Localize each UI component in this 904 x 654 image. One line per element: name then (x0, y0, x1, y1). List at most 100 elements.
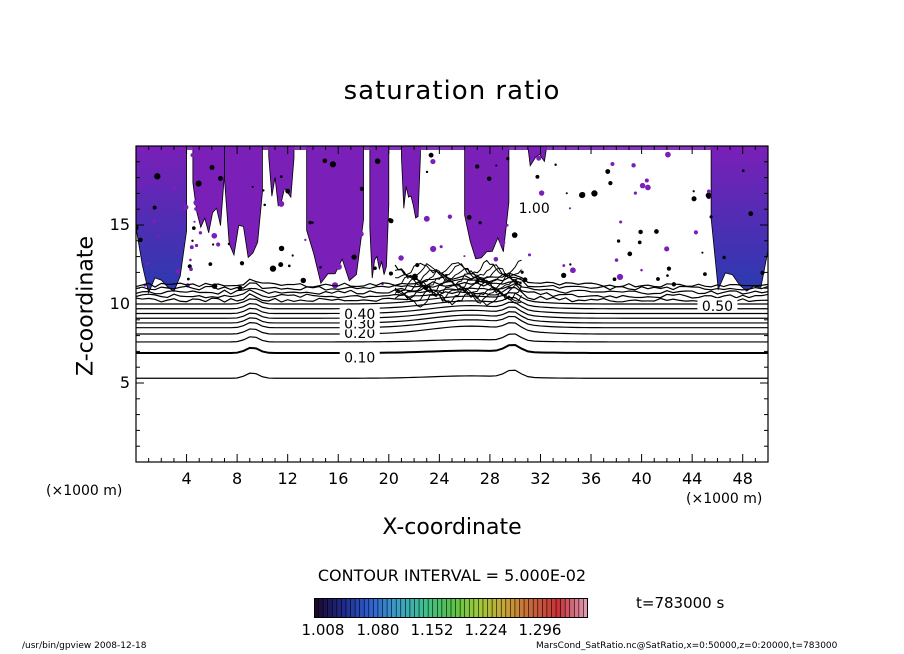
colorbar-segment (409, 598, 415, 618)
contour-speckle (335, 263, 342, 270)
colorbar-segment (578, 598, 584, 618)
contour-speckle (350, 229, 357, 236)
contour-speckle (562, 264, 566, 267)
colorbar-segment (414, 598, 420, 618)
contour-speckle (610, 162, 615, 167)
colorbar-segment (423, 598, 429, 618)
contour-speckle (190, 153, 195, 158)
colorbar-segment (510, 598, 516, 618)
contour-speckle (322, 158, 328, 164)
contour-label: 0.20 (344, 326, 375, 342)
contour-speckle (263, 203, 266, 207)
contour-speckle (346, 160, 353, 166)
contour-speckle (269, 265, 277, 272)
contour-speckle (605, 169, 611, 174)
colorbar-segment (355, 598, 361, 618)
contour-speckle (616, 273, 624, 281)
contour-label-bg (339, 349, 380, 364)
contour-speckle (612, 277, 617, 282)
contour-speckle (278, 262, 284, 268)
contour-speckle (693, 230, 699, 235)
contour-speckle (194, 207, 198, 211)
colorbar-segment (460, 598, 466, 618)
contour-speckle (194, 243, 199, 248)
contour-speckle (748, 211, 754, 217)
shaded-region (306, 146, 364, 285)
contour-speckle (501, 181, 508, 188)
colorbar-segment (314, 598, 320, 618)
contour-label-bg (697, 298, 738, 313)
contour-line (136, 272, 768, 288)
contour-speckle (760, 270, 765, 275)
contour-label: 0.40 (344, 307, 375, 323)
colorbar-segment (478, 598, 484, 618)
contour-speckle (493, 256, 499, 262)
colorbar-segment (519, 598, 525, 618)
contour-speckle (198, 231, 203, 235)
colorbar-segment (323, 598, 329, 618)
contour-speckle (536, 155, 542, 161)
colorbar-segment (496, 598, 502, 618)
contour-speckle (256, 179, 262, 185)
contour-speckle (329, 161, 336, 168)
x-unit-right: (×1000 m) (686, 491, 763, 507)
contour-speckle (520, 270, 524, 274)
colorbar-segment (469, 598, 475, 618)
contour-speckle (568, 207, 572, 210)
contour-speckle (357, 197, 363, 203)
colorbar-tick-label: 1.224 (464, 621, 508, 639)
colorbar-segment (560, 598, 566, 618)
shaded-region (369, 146, 390, 279)
contour-speckle (278, 200, 285, 207)
contour-speckle (216, 242, 221, 247)
contour-speckle (425, 170, 429, 174)
contour-speckle (666, 274, 669, 277)
contour-speckle (251, 185, 254, 188)
contour-speckle (692, 190, 695, 193)
colorbar-segment (551, 598, 557, 618)
colorbar-segment (419, 598, 425, 618)
contour-speckle (500, 200, 504, 204)
contour-speckle (666, 266, 672, 271)
contour-speckle (227, 242, 231, 246)
contour-speckle (637, 240, 642, 245)
contour-speckle (706, 189, 711, 194)
colorbar-segment (546, 598, 552, 618)
footer-command: /usr/bin/gpview 2008-12-18 (22, 641, 147, 651)
colorbar-segment (482, 598, 489, 618)
colorbar-segment (501, 598, 507, 618)
contour-speckle (374, 158, 381, 164)
contour-speckle (478, 221, 482, 225)
contour-speckle (304, 238, 307, 242)
contour-speckle (619, 220, 623, 224)
colorbar-segment (432, 598, 438, 618)
contour-speckle (569, 263, 572, 266)
contour-speckle (212, 243, 215, 246)
contour-speckle (703, 272, 707, 277)
chart-title: saturation ratio (343, 76, 561, 106)
contour-speckle (216, 189, 223, 197)
colorbar-segment (400, 598, 406, 618)
colorbar-segment (524, 598, 530, 618)
contour-speckle (499, 239, 506, 246)
contour-speckle (633, 191, 638, 195)
shaded-region (224, 146, 263, 259)
contour-line (136, 276, 768, 291)
contour-speckle (136, 225, 139, 231)
contour-speckle (388, 271, 393, 276)
contour-speckle (591, 190, 598, 197)
colorbar-segment (455, 598, 461, 618)
contour-speckle (191, 239, 194, 243)
contour-speckle (506, 223, 509, 227)
colorbar-segment (428, 598, 434, 618)
y-tick-label: 5 (119, 373, 130, 392)
contour-speckle (701, 251, 704, 254)
colorbar-segment (565, 598, 571, 618)
contour-speckle (182, 204, 189, 211)
y-axis-label: Z-coordinate (73, 236, 99, 376)
contour-line (136, 322, 768, 335)
y-tick-label: 10 (109, 294, 130, 313)
colorbar-segment (514, 598, 520, 618)
contour-speckle (570, 267, 576, 274)
x-tick-label: 20 (378, 469, 399, 488)
